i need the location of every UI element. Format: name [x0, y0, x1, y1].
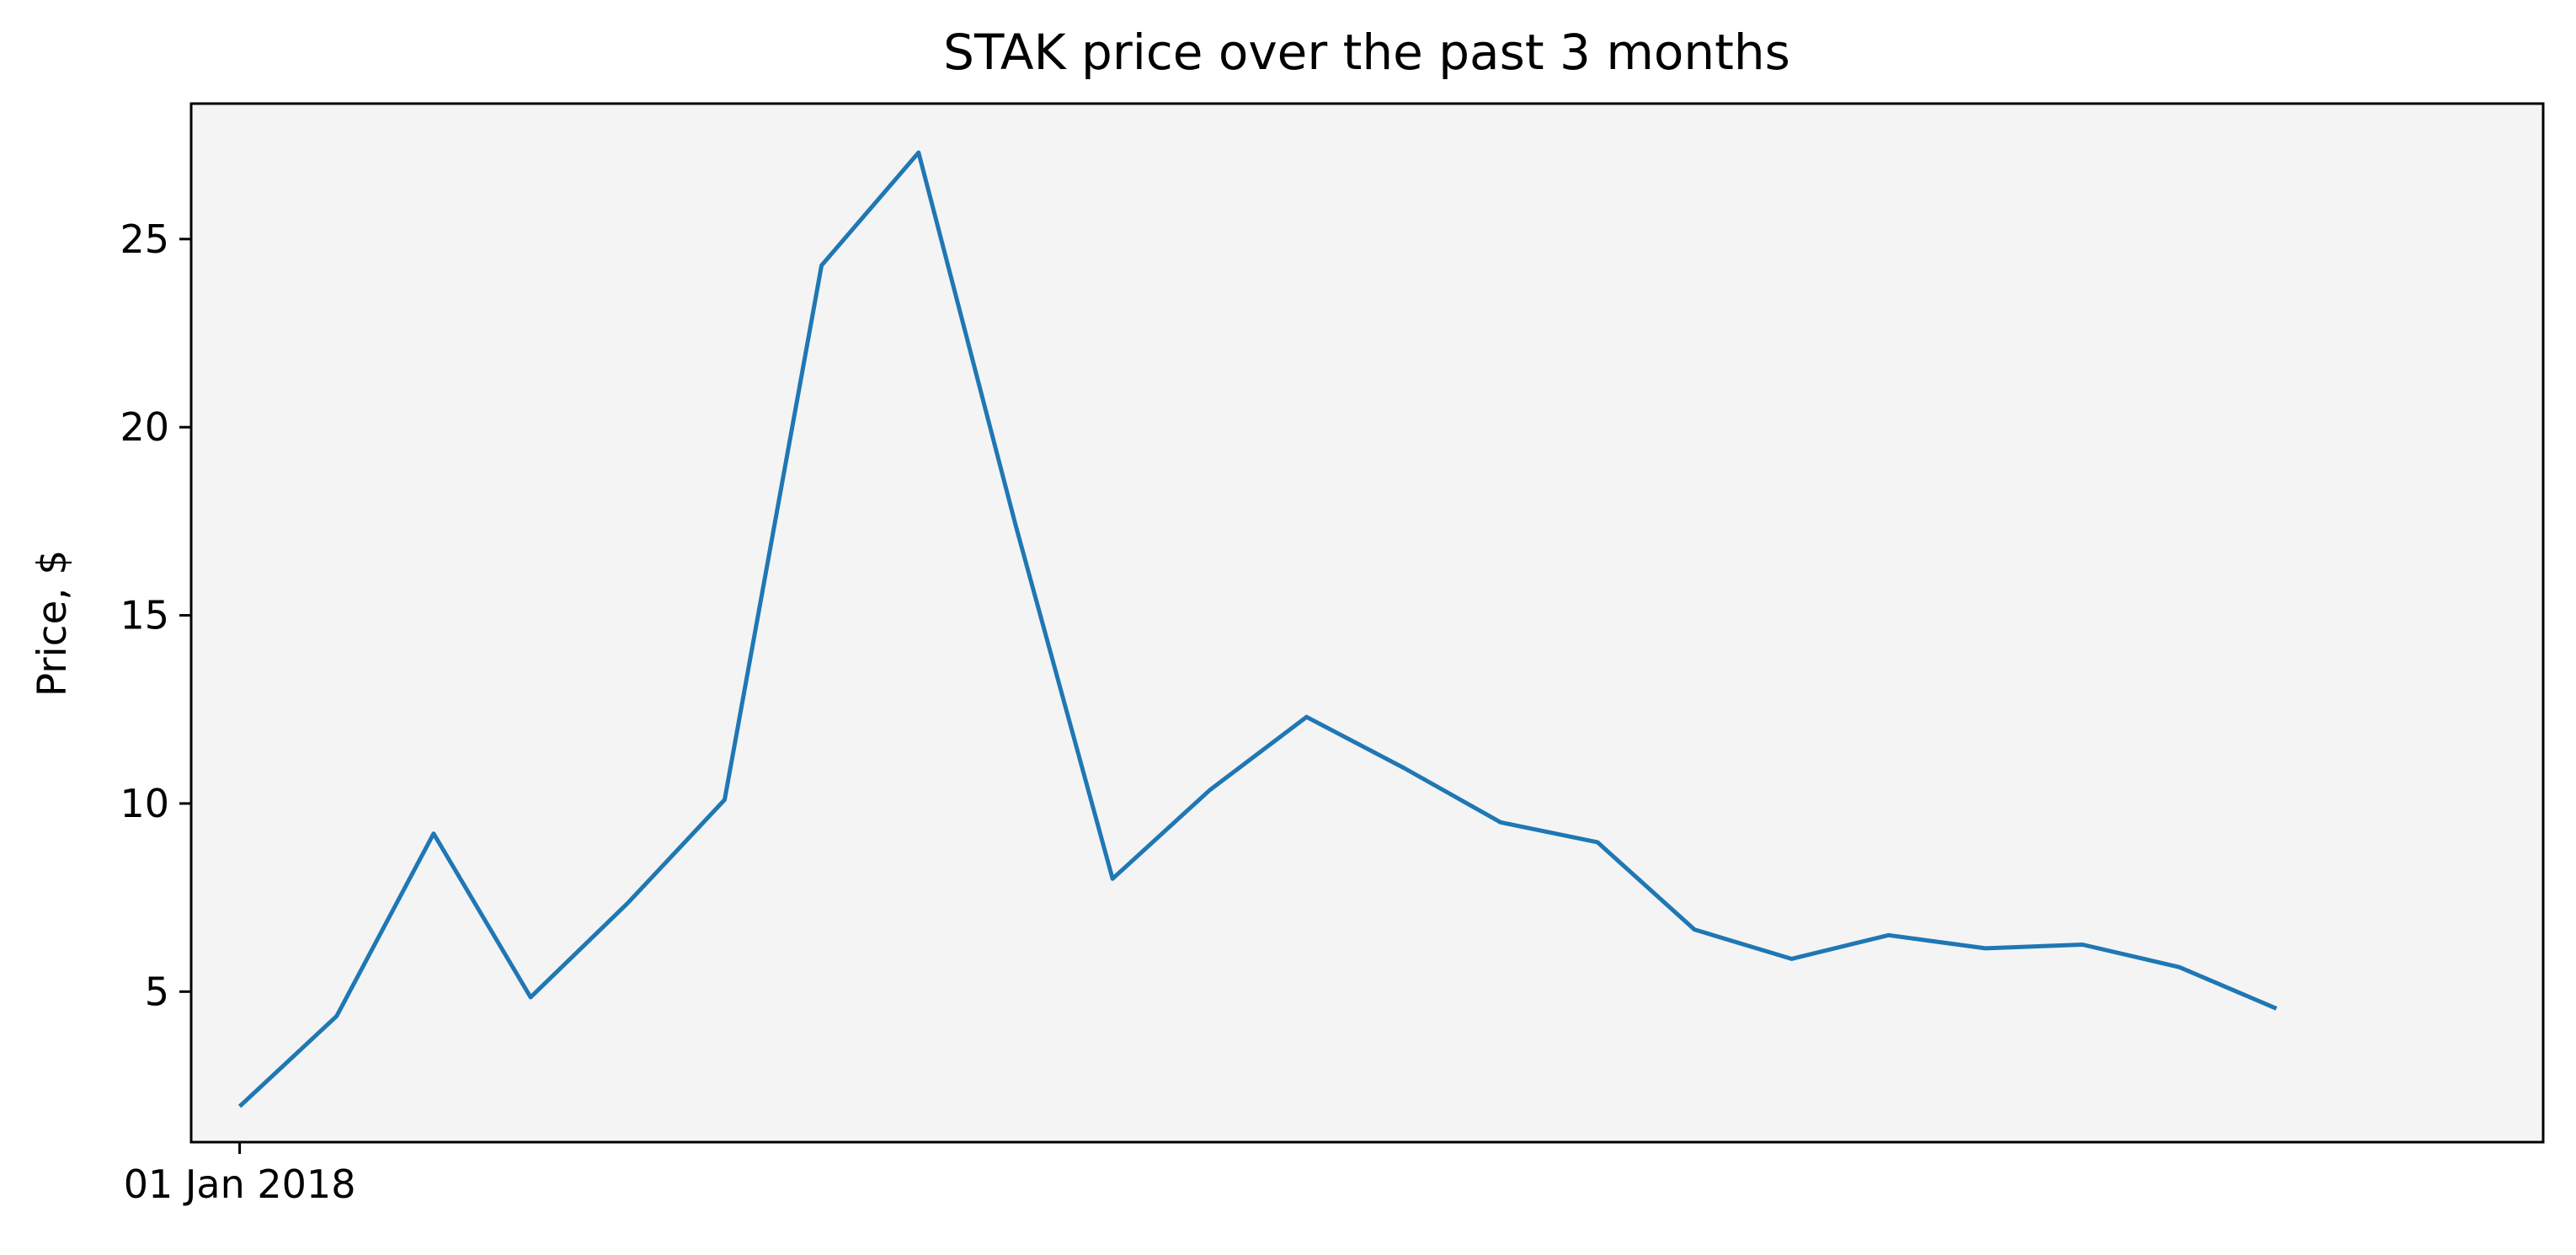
y-axis-label: Price, $	[29, 550, 76, 697]
plot-area	[191, 104, 2543, 1142]
y-axis-ticks: 5 10 15 20 25	[120, 216, 191, 1014]
chart-title: STAK price over the past 3 months	[943, 24, 1790, 81]
y-tick-label: 25	[120, 216, 169, 262]
y-tick-label: 5	[145, 969, 169, 1014]
x-tick-label: 01 Jan 2018	[124, 1162, 356, 1207]
y-tick-label: 20	[120, 404, 169, 450]
series-line	[237, 150, 2278, 1108]
y-tick-label: 10	[120, 781, 169, 826]
x-axis-ticks: 01 Jan 2018	[124, 1142, 356, 1207]
y-tick-label: 15	[120, 593, 169, 638]
plot-frame	[189, 102, 2545, 1144]
